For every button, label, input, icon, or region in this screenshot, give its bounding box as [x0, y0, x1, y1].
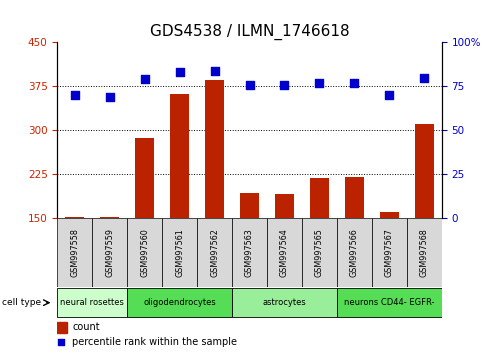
- Bar: [415, 124, 434, 218]
- Bar: [380, 212, 399, 218]
- Point: [211, 68, 219, 73]
- Bar: [170, 94, 189, 218]
- Bar: [127, 288, 232, 317]
- Text: neural rosettes: neural rosettes: [60, 298, 124, 307]
- Point: [246, 82, 253, 87]
- Point: [141, 76, 149, 82]
- Bar: [57, 218, 92, 287]
- Title: GDS4538 / ILMN_1746618: GDS4538 / ILMN_1746618: [150, 23, 349, 40]
- Bar: [372, 218, 407, 287]
- Point: [385, 92, 393, 98]
- Text: GSM997565: GSM997565: [315, 228, 324, 277]
- Bar: [240, 193, 259, 218]
- Bar: [135, 138, 154, 218]
- Text: neurons CD44- EGFR-: neurons CD44- EGFR-: [344, 298, 435, 307]
- Bar: [57, 322, 67, 333]
- Point: [176, 69, 184, 75]
- Bar: [407, 218, 442, 287]
- Bar: [345, 177, 364, 218]
- Bar: [275, 194, 294, 218]
- Point: [420, 75, 428, 80]
- Text: GSM997567: GSM997567: [385, 228, 394, 277]
- Point: [106, 94, 114, 99]
- Bar: [100, 217, 119, 218]
- Bar: [65, 217, 84, 218]
- Point: [57, 340, 65, 346]
- Text: GSM997559: GSM997559: [105, 228, 114, 277]
- Point: [350, 80, 358, 86]
- Text: GSM997563: GSM997563: [245, 228, 254, 276]
- Text: oligodendrocytes: oligodendrocytes: [143, 298, 216, 307]
- Text: GSM997561: GSM997561: [175, 228, 184, 276]
- Bar: [205, 80, 224, 218]
- Bar: [127, 218, 162, 287]
- Text: astrocytes: astrocytes: [262, 298, 306, 307]
- Bar: [197, 218, 232, 287]
- Bar: [310, 178, 329, 218]
- Bar: [232, 218, 267, 287]
- Bar: [337, 218, 372, 287]
- Bar: [267, 218, 302, 287]
- Text: GSM997566: GSM997566: [350, 228, 359, 276]
- Bar: [92, 218, 127, 287]
- Text: cell type: cell type: [2, 298, 41, 307]
- Point: [71, 92, 79, 98]
- Text: count: count: [72, 322, 100, 332]
- Bar: [232, 288, 337, 317]
- Text: GSM997568: GSM997568: [420, 228, 429, 276]
- Text: percentile rank within the sample: percentile rank within the sample: [72, 337, 237, 348]
- Text: GSM997564: GSM997564: [280, 228, 289, 276]
- Text: GSM997558: GSM997558: [70, 228, 79, 277]
- Bar: [162, 218, 197, 287]
- Text: GSM997560: GSM997560: [140, 228, 149, 276]
- Text: GSM997562: GSM997562: [210, 228, 219, 277]
- Point: [315, 80, 323, 86]
- Bar: [302, 218, 337, 287]
- Point: [280, 82, 288, 87]
- Bar: [337, 288, 442, 317]
- Bar: [57, 288, 127, 317]
